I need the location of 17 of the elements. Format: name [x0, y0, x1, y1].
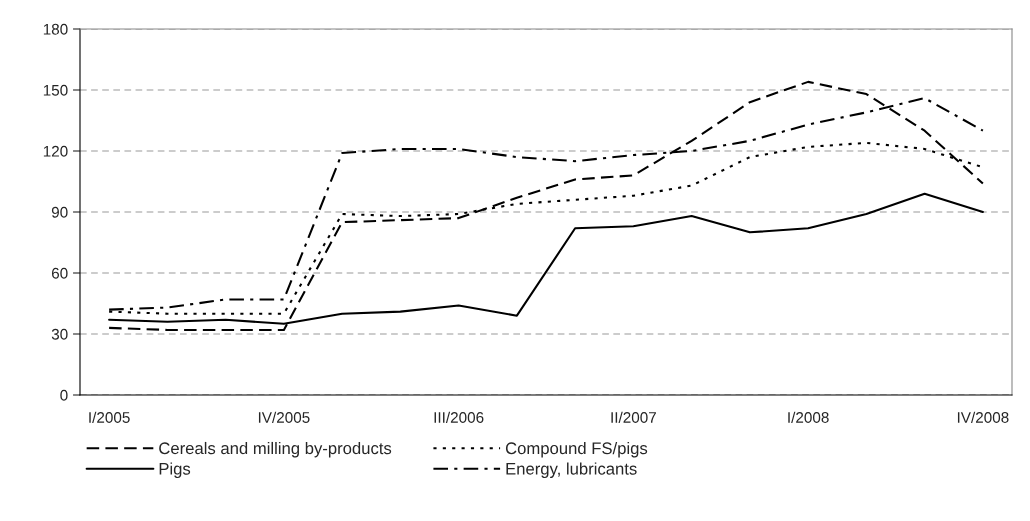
x-tick-label: III/2006: [434, 411, 484, 423]
legend-label: Pigs: [159, 462, 191, 478]
y-tick-label: 150: [43, 84, 68, 96]
y-tick-label: 90: [51, 206, 68, 218]
y-tick-label: 60: [51, 267, 68, 279]
y-tick-label: 120: [43, 145, 68, 157]
x-tick-label: I/2005: [89, 411, 130, 423]
x-tick-label: IV/2008: [957, 411, 1009, 423]
y-tick-label: 0: [60, 389, 68, 401]
x-tick-label: I/2008: [788, 411, 829, 423]
y-tick-label: 30: [51, 328, 68, 340]
x-tick-label: II/2007: [611, 411, 656, 423]
legend-label: Energy, lubricants: [506, 462, 637, 478]
x-tick-label: IV/2005: [258, 411, 310, 423]
y-tick-label: 180: [43, 23, 68, 35]
legend-label: Compound FS/pigs: [505, 441, 648, 458]
legend-label: Cereals and milling by-products: [159, 441, 392, 458]
